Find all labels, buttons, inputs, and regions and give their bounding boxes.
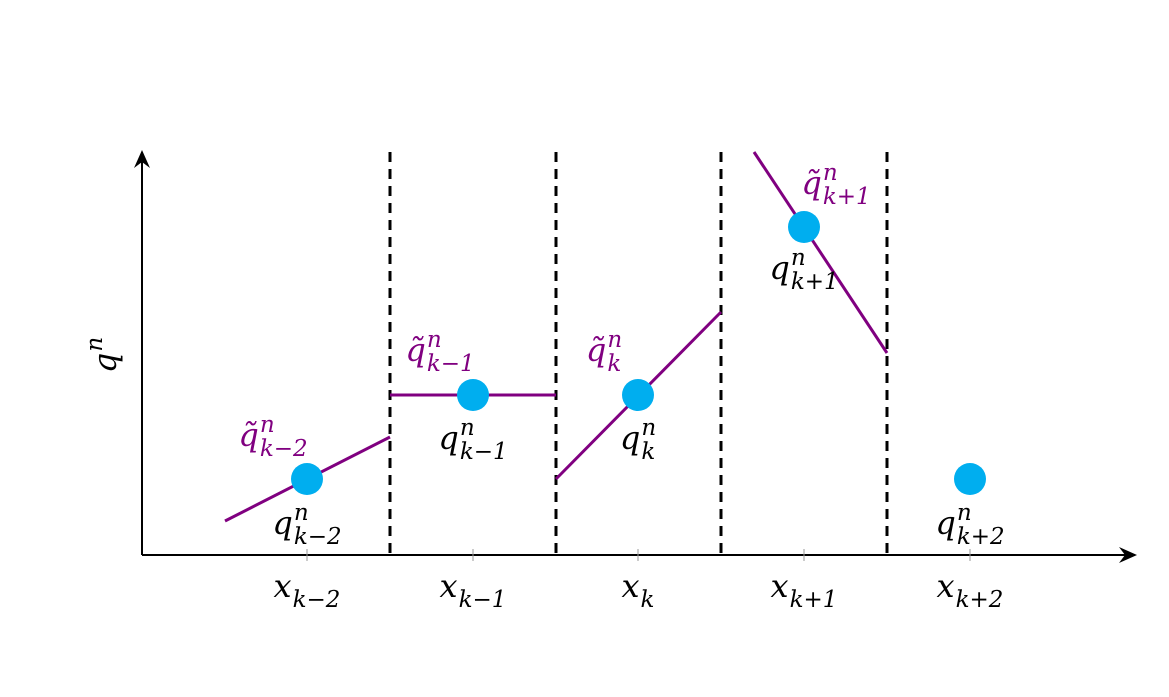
label-base: x <box>440 567 458 605</box>
math-label: q̃ nk <box>586 327 622 377</box>
label-base: q <box>620 419 640 457</box>
label-sub: k−2 <box>293 587 341 613</box>
math-label: qn <box>82 337 124 373</box>
label-text: q̃ <box>801 164 821 202</box>
cell-mean-dot <box>291 463 323 495</box>
recon-line <box>752 151 889 354</box>
label-text: x <box>274 567 292 605</box>
label-base: q <box>438 419 458 457</box>
label-sub: k−1 <box>459 587 507 613</box>
label-base: x <box>771 567 789 605</box>
math-label: q̃ nk−1 <box>405 327 474 377</box>
label-sub: k−2 <box>260 436 308 462</box>
label-sup: n <box>427 327 442 353</box>
cell-mean-dot <box>788 211 820 243</box>
math-label: x k+2 <box>937 567 1004 613</box>
math-label: q nk−2 <box>272 500 341 550</box>
label-text: q <box>438 419 458 457</box>
label-sup: n <box>607 327 622 353</box>
label-sup: n <box>791 245 806 271</box>
math-label: q̃ nk+1 <box>801 160 870 210</box>
label-sub: k−2 <box>294 524 342 550</box>
label-sup: n <box>294 500 309 526</box>
label-sub: k−1 <box>460 439 508 465</box>
label-text: q̃ <box>586 331 606 369</box>
label-base: q̃ <box>238 416 258 454</box>
math-label: q nk+1 <box>769 245 838 295</box>
label-sub: k+1 <box>790 587 838 613</box>
math-label: q nk+2 <box>935 500 1004 550</box>
label-sup: n <box>260 412 275 438</box>
math-label: q nk−1 <box>438 415 507 465</box>
label-sub: k <box>641 587 655 613</box>
label-base: x <box>274 567 292 605</box>
math-label: x k−1 <box>440 567 507 613</box>
label-base: q <box>935 504 955 542</box>
label-sup: n <box>641 415 656 441</box>
axes <box>134 150 1137 563</box>
math-label: x k+1 <box>771 567 838 613</box>
math-label: q̃ nk−2 <box>238 412 307 462</box>
label-text: q <box>86 353 124 373</box>
math-label: q nk <box>620 415 656 465</box>
label-base: x <box>622 567 640 605</box>
label-text: x <box>771 567 789 605</box>
label-sub: k <box>641 439 655 465</box>
label-base: q <box>769 249 789 287</box>
label-base: q̃ <box>801 164 821 202</box>
cell-mean-dot <box>954 463 986 495</box>
label-text: x <box>937 567 955 605</box>
math-label: x k−2 <box>274 567 341 613</box>
label-base: q <box>272 504 292 542</box>
label-text: q <box>272 504 292 542</box>
label-sub: k+2 <box>957 524 1005 550</box>
label-sub: k+1 <box>791 269 839 295</box>
label-sub: k+2 <box>956 587 1004 613</box>
label-text: x <box>440 567 458 605</box>
label-sub: k <box>607 351 621 377</box>
label-sup: n <box>82 337 108 352</box>
label-base: q̃ <box>405 331 425 369</box>
label-text: q <box>935 504 955 542</box>
label-sub: k−1 <box>427 351 475 377</box>
label-sup: n <box>957 500 972 526</box>
label-sub: k+1 <box>823 184 871 210</box>
label-base: q̃ <box>586 331 606 369</box>
label-text: q̃ <box>238 416 258 454</box>
label-text: q̃ <box>405 331 425 369</box>
label-text: x <box>622 567 640 605</box>
label-base: q <box>86 353 124 373</box>
label-base: x <box>937 567 955 605</box>
cell-mean-dot <box>457 379 489 411</box>
cell-mean-dot <box>622 379 654 411</box>
label-text: q <box>769 249 789 287</box>
label-sup: n <box>823 160 838 186</box>
label-sup: n <box>460 415 475 441</box>
label-text: q <box>620 419 640 457</box>
